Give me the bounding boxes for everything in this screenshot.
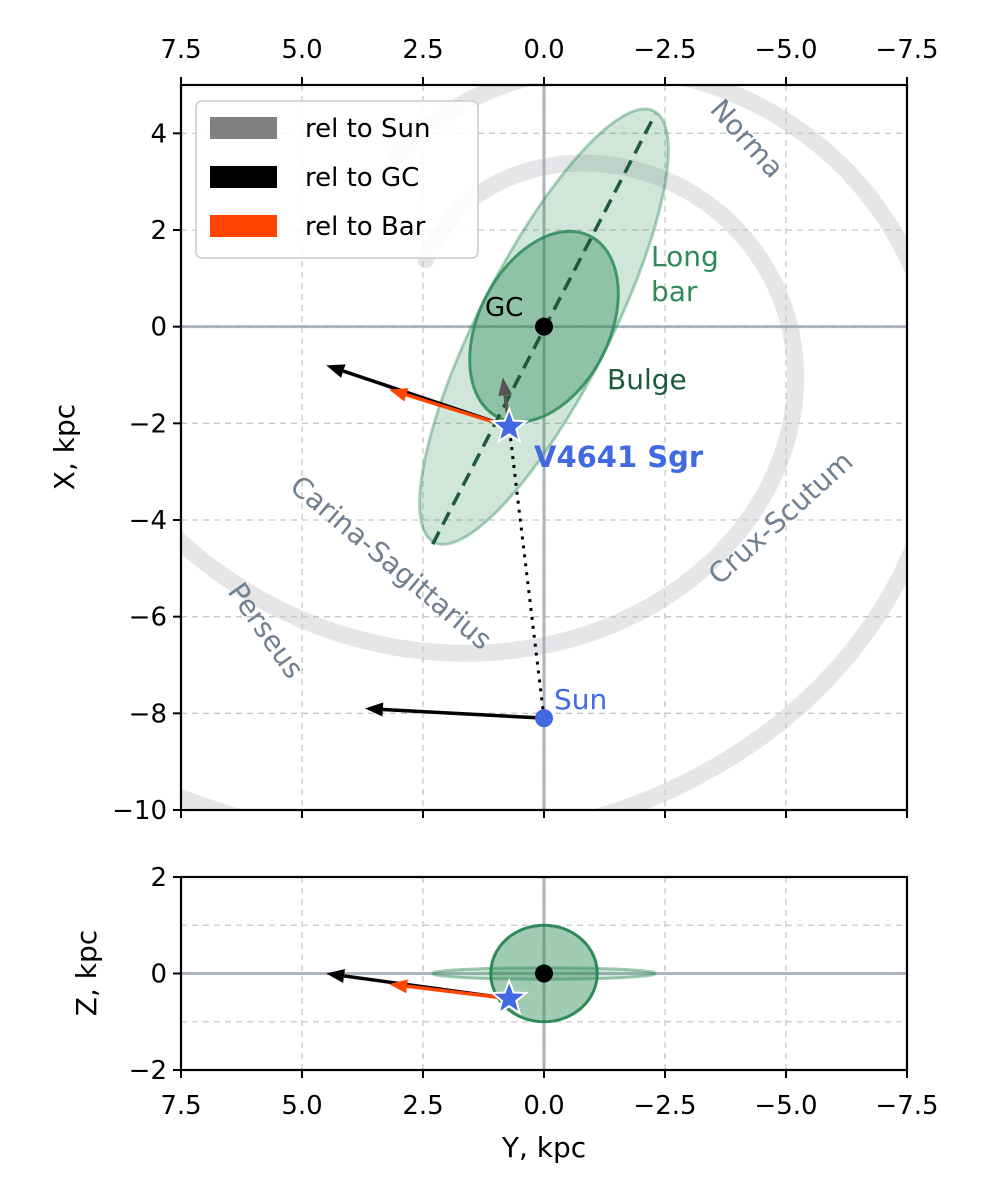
v4641-sgr-star: [489, 405, 530, 444]
top-x-tick-label: −7.5: [875, 35, 938, 65]
bottom-x-tick-label: −7.5: [875, 1091, 938, 1121]
top-x-tick-label: 2.5: [402, 35, 443, 65]
sun-rel-gc-head: [364, 702, 384, 717]
bulge-label: Bulge: [607, 363, 687, 396]
legend-entry-label: rel to GC: [305, 163, 419, 193]
v4641-sgr-star: [489, 977, 530, 1016]
star-rel-bar-head: [389, 388, 409, 402]
legend-entry-label: rel to Sun: [305, 114, 430, 144]
top-y-tick-label: −4: [129, 506, 167, 536]
sun-to-star-line: [507, 426, 546, 719]
bottom-panel: 7.5 5.0 2.5 0.0 −2.5 −5.0 −7.5 2 0 −2 Z, kpc Y, kpc: [70, 863, 939, 1164]
bottom-x-tick-label: 5.0: [281, 1091, 322, 1121]
star-rel-bar-shaft: [406, 984, 510, 1001]
bottom-x-tick-label: −5.0: [754, 1091, 817, 1121]
top-y-tick-label: −10: [112, 796, 167, 826]
gc-point: [535, 317, 553, 336]
top-y-tick-label: −6: [129, 603, 167, 633]
legend-swatch: [210, 215, 277, 237]
gc-label: GC: [485, 293, 523, 323]
bottom-plot-area: [181, 877, 907, 1070]
bottom-x-tick-label: 2.5: [402, 1091, 443, 1121]
sun-label: Sun: [554, 683, 607, 716]
bottom-y-tick-label: −2: [129, 1056, 167, 1086]
legend-swatch: [210, 117, 277, 139]
bottom-x-axis-label: Y, kpc: [501, 1131, 586, 1164]
legend-swatch: [210, 166, 277, 188]
top-x-tick-label: 0.0: [523, 35, 564, 65]
legend: rel to Sun rel to GC rel to Bar: [195, 100, 479, 259]
star-label: V4641 Sgr: [534, 440, 704, 474]
sun-rel-gc-shaft: [382, 707, 545, 720]
legend-entry-label: rel to Bar: [305, 212, 426, 242]
top-y-tick-label: −8: [129, 699, 167, 729]
long-bar-label-line2: bar: [651, 275, 698, 308]
top-y-tick-label: 2: [150, 216, 167, 246]
top-y-axis-label: X, kpc: [48, 404, 81, 490]
top-x-tick-label: 7.5: [160, 35, 201, 65]
bottom-x-tick-label: 0.0: [523, 1091, 564, 1121]
sun-point: [535, 709, 553, 728]
top-y-tick-label: −2: [129, 409, 167, 439]
bottom-x-tick-label: 7.5: [160, 1091, 201, 1121]
top-x-tick-label: −5.0: [754, 35, 817, 65]
bottom-y-tick-label: 0: [150, 960, 167, 990]
star-rel-gc-head: [326, 364, 346, 378]
bottom-y-tick-label: 2: [150, 863, 167, 893]
star-rel-gc-head: [326, 969, 345, 983]
bottom-x-tick-label: −2.5: [633, 1091, 696, 1121]
long-bar-label-line1: Long: [651, 240, 719, 273]
top-x-tick-label: −2.5: [633, 35, 696, 65]
top-x-tick-label: 5.0: [281, 35, 322, 65]
star-rel-sun-head: [498, 377, 513, 397]
top-y-tick-label: 4: [150, 119, 167, 149]
bottom-y-axis-label: Z, kpc: [70, 930, 103, 1016]
star-rel-bar-head: [389, 979, 408, 994]
top-y-tick-label: 0: [150, 313, 167, 343]
gc-point: [535, 964, 553, 983]
